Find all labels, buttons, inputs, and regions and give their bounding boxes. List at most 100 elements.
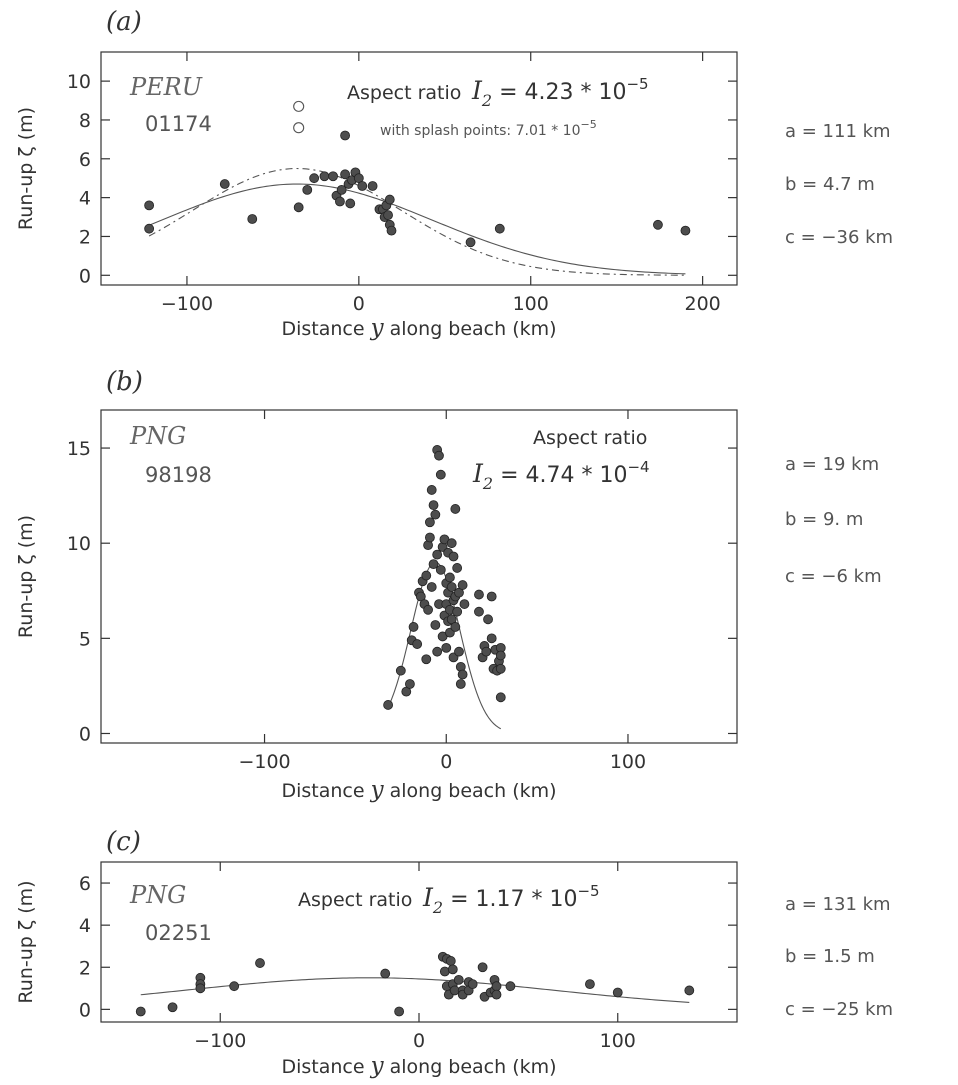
x-axis-label: Distance y along beach (km)	[281, 1053, 556, 1079]
data-point	[367, 181, 378, 191]
data-point	[435, 564, 446, 575]
data-point	[452, 563, 463, 573]
data-point	[653, 219, 663, 230]
data-point	[457, 669, 468, 680]
y-tick-label: 0	[79, 999, 91, 1021]
data-point	[309, 173, 320, 184]
x-tick-label: 200	[684, 293, 720, 315]
y-tick-label: 6	[79, 873, 91, 895]
param-b: b = 1.5 m	[785, 946, 875, 967]
data-point	[467, 979, 478, 990]
data-point	[483, 614, 493, 625]
fit-curve-solid	[387, 561, 502, 730]
data-point	[454, 646, 464, 657]
param-c: c = −6 km	[785, 566, 882, 587]
aspect-ratio-label: Aspect ratio	[533, 427, 647, 449]
x-tick-label: 100	[600, 1030, 636, 1052]
data-point	[247, 214, 258, 224]
data-point	[319, 171, 330, 182]
data-point	[684, 985, 695, 996]
param-c: c = −25 km	[785, 999, 893, 1020]
x-tick-label: −100	[194, 1030, 246, 1052]
data-point	[144, 223, 155, 234]
data-point	[505, 981, 516, 992]
data-point	[345, 198, 356, 209]
param-a: a = 131 km	[785, 894, 891, 915]
splash-note: with splash points: 7.01 * 10−5	[380, 118, 597, 139]
data-point	[474, 606, 484, 617]
data-point	[486, 633, 497, 644]
data-point	[486, 591, 497, 602]
y-tick-label: 4	[79, 188, 91, 210]
data-point	[395, 665, 406, 676]
param-b: b = 4.7 m	[785, 174, 875, 195]
y-tick-label: 10	[67, 533, 91, 555]
data-point	[585, 979, 595, 990]
data-point	[459, 599, 470, 609]
x-tick-label: 0	[413, 1030, 425, 1052]
data-point	[457, 580, 468, 590]
data-point	[328, 171, 338, 182]
data-point	[425, 517, 435, 528]
x-tick-label: 0	[353, 293, 365, 315]
data-point	[491, 981, 502, 992]
data-point	[445, 956, 456, 966]
data-point	[448, 551, 459, 562]
data-point	[423, 604, 433, 615]
data-point	[293, 202, 304, 213]
x-axis-label: Distance y along beach (km)	[281, 777, 556, 803]
data-point	[680, 225, 691, 236]
aspect-ratio-label: Aspect ratio	[347, 82, 461, 104]
data-point	[302, 184, 313, 195]
data-point	[439, 966, 450, 977]
data-point	[425, 532, 435, 543]
data-point	[494, 223, 505, 234]
event-id: 01174	[145, 112, 212, 136]
data-point	[481, 646, 492, 657]
y-tick-label: 5	[79, 628, 91, 650]
data-point	[612, 987, 623, 998]
y-tick-label: 8	[79, 110, 91, 132]
panel-label: (b)	[106, 367, 143, 397]
x-axis-label: Distance y along beach (km)	[281, 315, 556, 341]
aspect-ratio-value: I2 = 4.74 * 10−4	[472, 458, 650, 493]
data-point	[421, 570, 432, 581]
panel-label: (c)	[106, 827, 141, 857]
data-point	[455, 679, 466, 689]
data-point	[340, 169, 350, 180]
data-point	[441, 642, 452, 653]
data-point	[408, 622, 419, 632]
data-point	[405, 679, 415, 689]
data-point	[421, 654, 432, 665]
data-point	[386, 225, 397, 236]
fit-curve-solid	[140, 977, 690, 1003]
data-point	[435, 469, 446, 480]
data-point	[450, 622, 461, 632]
data-point	[255, 958, 265, 968]
region-label: PNG	[129, 881, 186, 909]
data-point	[434, 450, 444, 461]
data-point	[465, 237, 476, 248]
param-a: a = 19 km	[785, 454, 879, 475]
data-point	[335, 196, 345, 207]
data-point	[426, 582, 437, 592]
data-point	[144, 200, 155, 211]
region-label: PERU	[129, 73, 203, 101]
y-axis-label: Run-up ζ (m)	[15, 880, 37, 1003]
data-point	[444, 572, 455, 583]
data-point	[452, 606, 463, 617]
data-point	[491, 989, 502, 1000]
param-c: c = −36 km	[785, 227, 893, 248]
y-axis-label: Run-up ζ (m)	[15, 107, 37, 230]
data-point	[336, 184, 347, 195]
data-point	[432, 646, 443, 657]
data-point	[447, 964, 458, 975]
data-point	[495, 650, 506, 661]
plot-frame	[100, 409, 738, 744]
y-tick-label: 2	[79, 226, 91, 248]
data-point	[394, 1006, 405, 1017]
x-tick-label: 100	[513, 293, 549, 315]
data-point	[428, 500, 439, 511]
data-point	[195, 983, 206, 994]
